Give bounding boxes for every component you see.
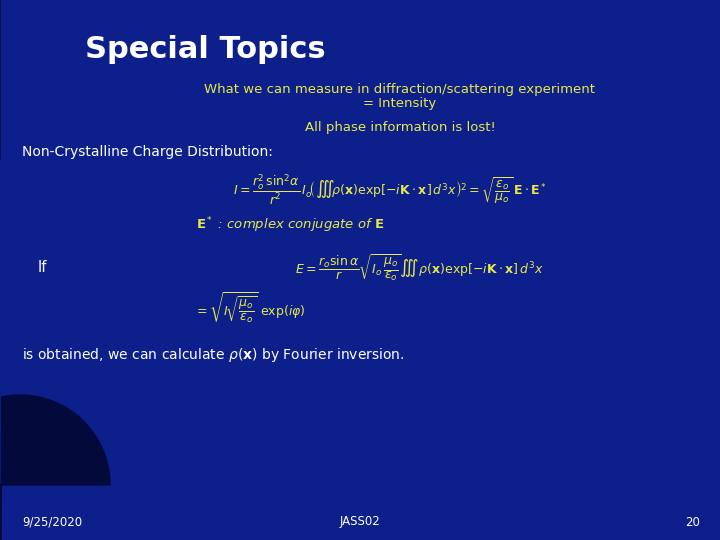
Text: Special Topics: Special Topics	[85, 36, 325, 64]
Text: $I = \dfrac{r_o^2\,\sin^2\!\alpha}{r^2}\,I_o\!\left(\iiint\!\rho(\mathbf{x})\exp: $I = \dfrac{r_o^2\,\sin^2\!\alpha}{r^2}\…	[233, 172, 547, 207]
Text: 20: 20	[685, 516, 700, 529]
Text: Non-Crystalline Charge Distribution:: Non-Crystalline Charge Distribution:	[22, 145, 273, 159]
Polygon shape	[0, 0, 154, 159]
Text: All phase information is lost!: All phase information is lost!	[305, 122, 495, 134]
Text: $\mathbf{E}^*$ : complex conjugate of $\mathbf{E}$: $\mathbf{E}^*$ : complex conjugate of $\…	[196, 215, 384, 235]
Text: What we can measure in diffraction/scattering experiment: What we can measure in diffraction/scatt…	[204, 84, 595, 97]
Text: is obtained, we can calculate $\rho(\mathbf{x})$ by Fourier inversion.: is obtained, we can calculate $\rho(\mat…	[22, 346, 405, 364]
Text: $E = \dfrac{r_o\sin\alpha}{r}\sqrt{I_o\,\dfrac{\mu_o}{\varepsilon_o}}\iiint\rho(: $E = \dfrac{r_o\sin\alpha}{r}\sqrt{I_o\,…	[295, 253, 544, 284]
Text: If: If	[38, 260, 48, 275]
Text: $=\sqrt{I\!\sqrt{\dfrac{\mu_o}{\varepsilon_o}}}\;\exp(i\varphi)$: $=\sqrt{I\!\sqrt{\dfrac{\mu_o}{\varepsil…	[194, 291, 306, 325]
Text: = Intensity: = Intensity	[364, 98, 436, 111]
Polygon shape	[0, 395, 110, 540]
Text: 9/25/2020: 9/25/2020	[22, 516, 82, 529]
Text: JASS02: JASS02	[340, 516, 380, 529]
